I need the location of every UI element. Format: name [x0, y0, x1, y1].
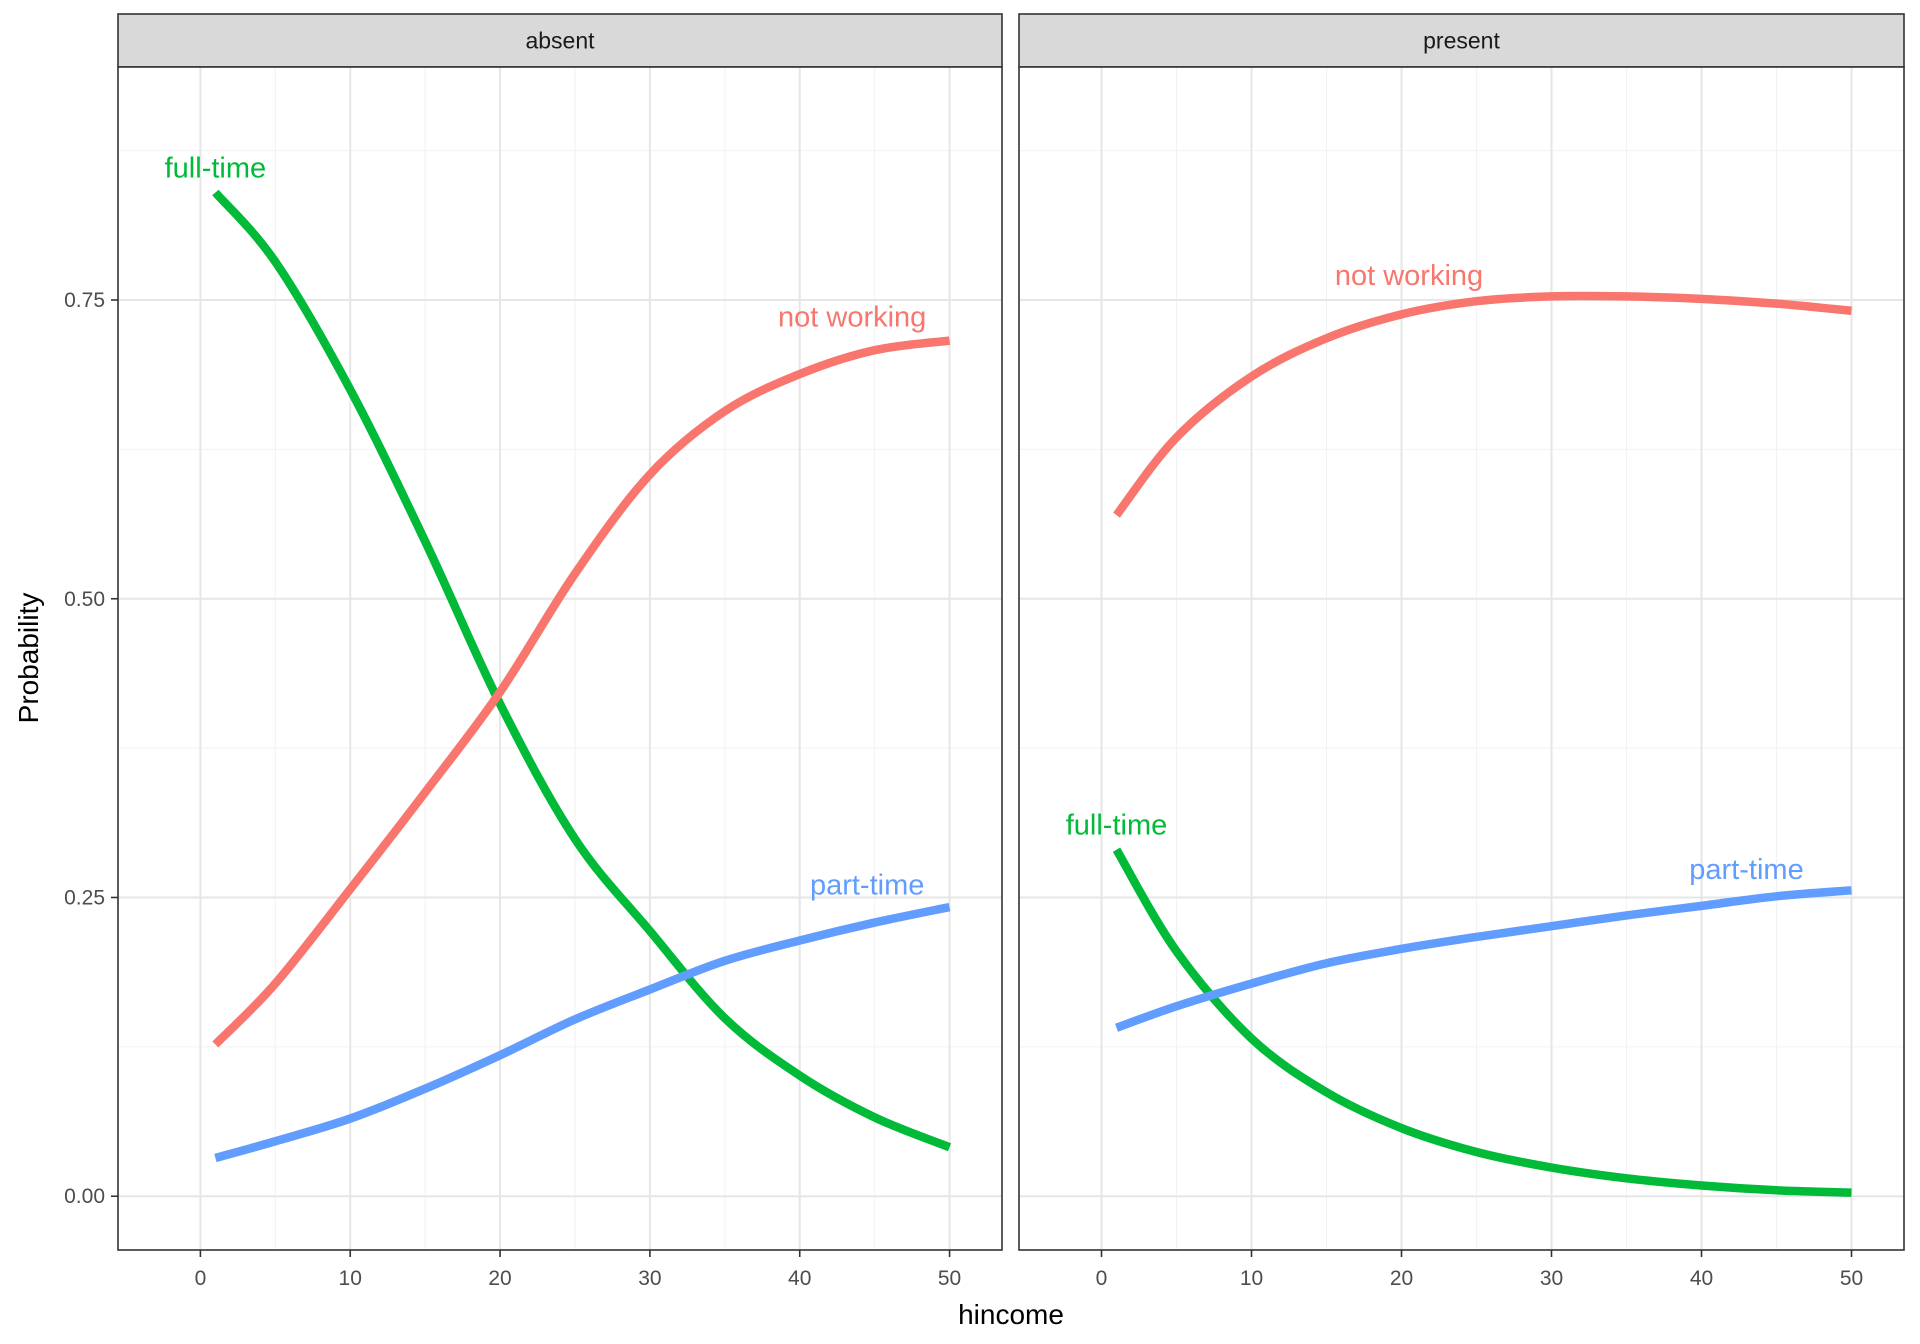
x-tick-label: 30 [1540, 1267, 1563, 1290]
y-tick-label: 0.75 [64, 289, 105, 312]
panel-absent: absent full-time not working part-time 0 10 20… [117, 13, 1003, 1290]
x-tick-label: 50 [938, 1267, 961, 1290]
series-line-not-working [1113, 291, 1852, 518]
series-label-part-time: part-time [1689, 854, 1803, 886]
series-line-full-time [212, 189, 952, 1152]
x-tick-label: 0 [1096, 1267, 1108, 1290]
series-label-not-working: not working [1335, 260, 1483, 292]
x-tick-label: 30 [638, 1267, 661, 1290]
y-tick-label: 0.00 [64, 1185, 105, 1208]
facet-strip [117, 13, 1003, 68]
y-tick-label: 0.25 [64, 886, 105, 909]
facet-strip [1018, 13, 1905, 68]
x-tick-label: 20 [1390, 1267, 1413, 1290]
x-axis-present: 0 10 20 30 40 50 [1096, 1250, 1863, 1290]
facet-strip-label: present [1423, 28, 1500, 54]
x-tick-label: 10 [1240, 1267, 1263, 1290]
y-axis-title: Probability [13, 593, 44, 724]
series-line-not-working [212, 336, 951, 1048]
x-tick-label: 20 [488, 1267, 511, 1290]
x-tick-label: 0 [195, 1267, 207, 1290]
series-label-full-time: full-time [1066, 810, 1168, 842]
panel-border [1018, 66, 1905, 1251]
series-line-part-time [1115, 886, 1852, 1032]
facet-strip-label: absent [525, 28, 595, 54]
panel-present: present full-time not working part-time 0 10 2… [1018, 13, 1905, 1290]
panel-background [118, 67, 1002, 1250]
x-tick-label: 50 [1840, 1267, 1863, 1290]
x-tick-label: 40 [1690, 1267, 1713, 1290]
x-axis-title: hincome [958, 1299, 1064, 1330]
x-tick-label: 10 [339, 1267, 362, 1290]
y-tick-label: 0.50 [64, 588, 105, 611]
x-axis-absent: 0 10 20 30 40 50 [195, 1250, 961, 1290]
series-label-full-time: full-time [165, 152, 267, 184]
panel-background [1019, 67, 1904, 1250]
series-label-part-time: part-time [810, 869, 924, 901]
x-tick-label: 40 [788, 1267, 811, 1290]
panels-layer: absent full-time not working part-time 0 10 20… [117, 13, 1905, 1290]
panel-border [117, 66, 1003, 1251]
series-line-part-time [214, 902, 951, 1163]
series-label-not-working: not working [778, 302, 926, 334]
y-axis: 0.00 0.25 0.50 0.75 [64, 289, 118, 1208]
